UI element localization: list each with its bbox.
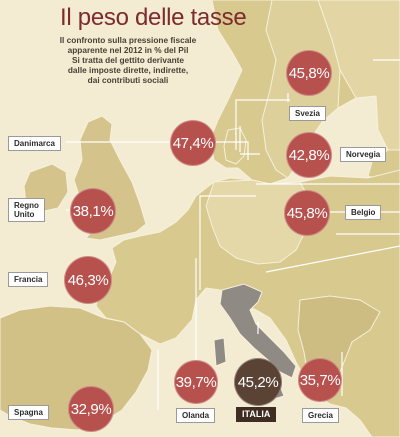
label-olanda: Olanda [176,408,216,423]
subtitle-line: apparente nel 2012 in % del Pil [67,45,189,55]
subtitle: Il confronto sulla pressione fiscale app… [58,35,198,85]
leader-sweden-map [235,99,290,150]
label-norvegia: Norvegia [340,147,387,162]
bubble-norvegia: 42,8% [286,132,332,178]
subtitle-line: dai contributi sociali [87,75,169,85]
sardinia-land [213,337,227,367]
label-grecia: Grecia [302,408,339,423]
bubble-italia: 45,2% [234,358,282,406]
bubble-francia: 46,3% [64,256,112,304]
subtitle-line: dalle imposte dirette, indirette, [67,65,189,75]
bubble-regno-unito: 38,1% [70,188,116,234]
label-belgio: Belgio [345,205,382,220]
page-title: Il peso delle tasse [60,4,247,31]
leader-danimarca-map [208,141,249,160]
subtitle-line: Il confronto sulla pressione fiscale [59,35,197,45]
label-regno-unito-line1: Regno [14,201,39,210]
label-regno-unito: Regno Unito [8,198,45,222]
bubble-danimarca: 47,4% [170,120,216,166]
label-francia: Francia [8,272,49,287]
bubble-grecia: 35,7% [298,358,342,402]
iberia-land [0,305,153,431]
leader-austria [265,245,400,273]
label-danimarca: Danimarca [8,136,61,151]
leader-belgio-top [199,195,256,218]
label-spagna: Spagna [8,405,49,420]
label-italia: ITALIA [236,407,277,422]
bubble-olanda: 39,7% [174,360,218,404]
bubble-spagna: 32,9% [68,386,114,432]
label-regno-unito-line2: Unito [14,210,35,219]
subtitle-line: Si tratta del gettito derivante [71,55,185,65]
bubble-belgio: 45,8% [284,190,330,236]
bubble-svezia: 45,8% [286,50,332,96]
label-svezia: Svezia [289,106,326,121]
